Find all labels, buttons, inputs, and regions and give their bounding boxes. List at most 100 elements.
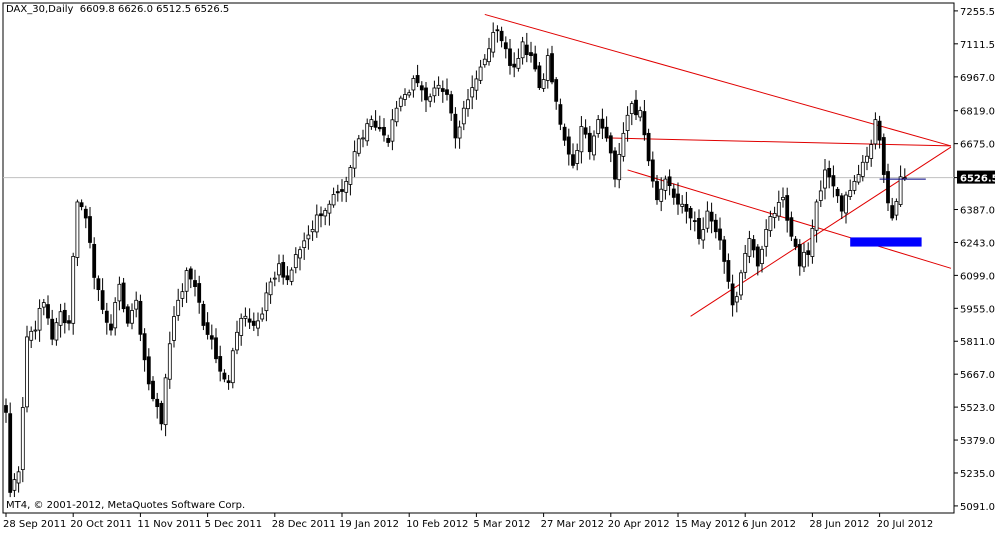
candle — [348, 164, 353, 196]
candle — [184, 267, 189, 303]
candle — [575, 143, 580, 171]
candle — [146, 348, 151, 391]
x-tick-label: 20 Apr 2012 — [608, 519, 670, 530]
candle — [646, 128, 651, 166]
candle — [20, 397, 25, 483]
candle — [667, 169, 672, 196]
candle — [894, 198, 899, 221]
candle — [167, 331, 172, 389]
candle — [138, 294, 143, 342]
plot-frame — [2, 2, 955, 514]
candle — [823, 159, 827, 200]
candle — [230, 347, 235, 389]
candle — [214, 328, 218, 364]
candle — [818, 180, 823, 208]
candle — [856, 164, 861, 185]
candle — [298, 246, 302, 271]
candle — [760, 245, 764, 273]
y-tick-label: 6526.5 — [960, 174, 996, 185]
candle — [491, 22, 496, 58]
candle — [734, 291, 739, 313]
candle — [663, 175, 668, 200]
x-tick-label: 15 May 2012 — [675, 519, 740, 530]
candle — [201, 300, 206, 331]
candle — [890, 197, 895, 221]
candle — [873, 112, 878, 150]
candle — [604, 116, 609, 142]
candle — [558, 98, 563, 131]
candle — [264, 282, 269, 322]
candle — [377, 115, 382, 132]
y-tick-label: 5667.0 — [960, 370, 995, 381]
candle — [793, 236, 798, 251]
candle — [193, 269, 197, 297]
candle — [592, 130, 596, 161]
candle — [613, 147, 617, 188]
candle — [470, 75, 475, 110]
copyright: MT4, © 2001-2012, MetaQuotes Software Co… — [6, 500, 246, 511]
candle — [218, 345, 223, 382]
candle — [764, 219, 769, 257]
y-tick-label: 6819.0 — [960, 107, 995, 118]
candle — [54, 317, 59, 346]
candle — [125, 304, 130, 327]
y-tick-label: 6675.0 — [960, 140, 995, 151]
candle — [243, 307, 248, 327]
candle — [802, 243, 806, 273]
candle — [92, 237, 97, 290]
candle — [877, 115, 882, 149]
candle — [340, 179, 344, 202]
candle — [100, 278, 105, 315]
candle — [709, 202, 714, 234]
candle — [117, 276, 122, 311]
x-tick-label: 28 Sep 2011 — [3, 519, 66, 530]
candle — [356, 134, 361, 157]
candle — [554, 77, 559, 110]
candle — [466, 89, 470, 117]
candle — [596, 115, 601, 138]
candle — [810, 219, 815, 264]
candle — [302, 232, 307, 260]
candle — [386, 134, 391, 147]
candle — [121, 277, 126, 313]
candle — [96, 275, 101, 302]
x-tick-label: 28 Dec 2011 — [272, 519, 336, 530]
candle — [155, 392, 160, 419]
candle — [306, 225, 311, 250]
x-tick-label: 5 Mar 2012 — [473, 519, 530, 530]
candle — [222, 369, 227, 383]
candle — [600, 108, 605, 140]
candle — [852, 175, 857, 195]
x-tick-label: 20 Oct 2011 — [70, 519, 132, 530]
candle — [159, 400, 164, 431]
candle — [352, 140, 357, 178]
candle — [289, 267, 294, 286]
candle — [781, 187, 785, 208]
candle — [209, 324, 214, 350]
candle — [617, 142, 622, 189]
candle — [814, 199, 819, 243]
candle — [516, 48, 521, 72]
y-tick-label: 5379.0 — [960, 436, 995, 447]
candle — [373, 110, 378, 131]
candle — [310, 220, 315, 241]
candle — [529, 41, 533, 63]
candle — [478, 59, 483, 85]
candle — [739, 269, 743, 301]
candle — [587, 125, 592, 160]
candle — [579, 116, 584, 164]
ohlc-values: 6609.8 6626.0 6512.5 6526.5 — [79, 4, 230, 15]
candle — [277, 254, 281, 283]
candle — [881, 133, 886, 183]
candle — [520, 36, 525, 65]
candle — [205, 312, 210, 340]
y-tick-label: 7255.5 — [960, 7, 995, 18]
candle — [806, 242, 811, 267]
candle — [659, 177, 664, 212]
candle — [239, 313, 244, 346]
candle — [46, 295, 50, 325]
candle — [457, 120, 462, 149]
candle — [747, 230, 752, 264]
candle — [453, 107, 458, 149]
x-tick-label: 10 Feb 2012 — [406, 519, 468, 530]
